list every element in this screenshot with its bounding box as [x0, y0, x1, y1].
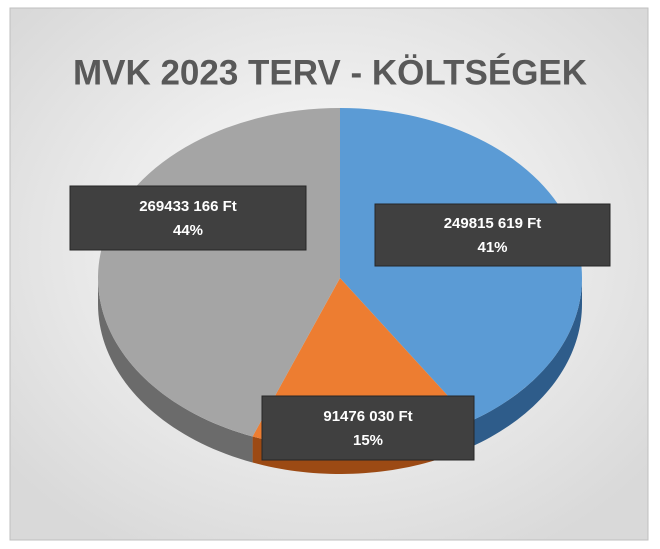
- data-label: 41%: [477, 239, 507, 256]
- data-label: 249815 619 Ft: [444, 215, 542, 232]
- data-label: 44%: [173, 222, 203, 239]
- labels: 249815 619 Ft 41% 91476 030 Ft 15% 269433 16…: [69, 185, 611, 461]
- data-label: 269433 166 Ft: [139, 198, 237, 215]
- data-label-box: [261, 395, 475, 461]
- data-label: 15%: [353, 432, 383, 449]
- pie-side: [98, 278, 253, 463]
- data-label: 91476 030 Ft: [323, 408, 412, 425]
- pie-side: [470, 278, 582, 447]
- data-label-box: [69, 185, 307, 251]
- chart-title: MVK 2023 TERV - KÖLTSÉGEK: [73, 52, 587, 92]
- data-label-box: [374, 203, 611, 267]
